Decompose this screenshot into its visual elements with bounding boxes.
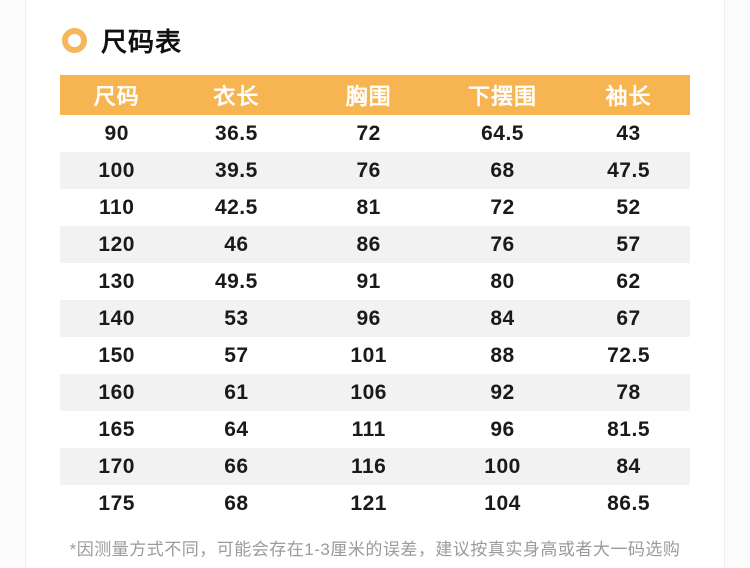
table-cell: 57 <box>567 226 690 263</box>
table-row: 140 53 96 84 67 <box>60 300 690 337</box>
table-cell: 72.5 <box>607 343 650 367</box>
table-cell: 78 <box>567 374 690 411</box>
table-cell: 101 <box>350 343 387 367</box>
header-cell-garment-length: 衣长 <box>173 75 300 115</box>
table-cell: 111 <box>351 417 386 441</box>
table-cell: 110 <box>99 195 135 219</box>
table-cell: 100 <box>437 448 568 485</box>
table-cell: 86 <box>299 226 438 263</box>
table-cell: 84 <box>437 300 568 337</box>
page-title: 尺码表 <box>101 26 183 57</box>
table-cell: 160 <box>60 374 174 411</box>
table-cell: 68 <box>437 152 568 189</box>
header-cell-hem: 下摆围 <box>437 75 568 115</box>
table-cell: 81 <box>356 195 381 219</box>
header-row: 尺码 衣长 胸围 下摆围 袖长 <box>60 75 690 115</box>
table-cell: 140 <box>60 300 174 337</box>
table-cell: 52 <box>616 195 641 219</box>
table-cell: 66 <box>173 448 300 485</box>
table-cell: 165 <box>98 417 135 441</box>
size-table: 尺码 衣长 胸围 下摆围 袖长 90 36.5 72 64.5 43 100 39.5 76 6… <box>60 75 690 522</box>
table-row: 150 57 101 88 72.5 <box>60 337 690 374</box>
section-title-row: 尺码表 <box>62 25 724 57</box>
table-cell: 130 <box>98 269 135 293</box>
table-cell: 175 <box>98 491 135 515</box>
header-cell-size: 尺码 <box>60 75 174 115</box>
table-cell: 90 <box>104 121 129 145</box>
table-row: 170 66 116 100 84 <box>60 448 690 485</box>
table-row: 165 64 111 96 81.5 <box>60 411 690 448</box>
table-cell: 72 <box>356 121 381 145</box>
table-cell: 57 <box>224 343 249 367</box>
table-cell: 68 <box>224 491 249 515</box>
header-cell-chest: 胸围 <box>299 75 438 115</box>
header-cell-sleeve: 袖长 <box>567 75 690 115</box>
table-cell: 76 <box>299 152 438 189</box>
table-row: 110 42.5 81 72 52 <box>60 189 690 226</box>
size-table-body: 90 36.5 72 64.5 43 100 39.5 76 68 47.5 110 42.5 81 72… <box>60 115 690 522</box>
table-cell: 150 <box>98 343 135 367</box>
table-cell: 47.5 <box>567 152 690 189</box>
table-row: 100 39.5 76 68 47.5 <box>60 152 690 189</box>
table-row: 175 68 121 104 86.5 <box>60 485 690 522</box>
size-chart-section: 尺码表 尺码 衣长 胸围 下摆围 袖长 90 36.5 72 64.5 43 100 39.… <box>25 0 725 568</box>
table-cell: 36.5 <box>214 121 258 145</box>
size-table-header: 尺码 衣长 胸围 下摆围 袖长 <box>60 75 690 115</box>
table-cell: 84 <box>567 448 690 485</box>
table-cell: 96 <box>299 300 438 337</box>
table-cell: 76 <box>437 226 568 263</box>
table-cell: 42.5 <box>214 195 258 219</box>
table-cell: 46 <box>173 226 300 263</box>
table-cell: 61 <box>173 374 300 411</box>
table-row: 130 49.5 91 80 62 <box>60 263 690 300</box>
table-cell: 86.5 <box>607 491 650 515</box>
table-cell: 92 <box>437 374 568 411</box>
table-cell: 116 <box>299 448 438 485</box>
table-cell: 106 <box>299 374 438 411</box>
table-cell: 39.5 <box>173 152 300 189</box>
table-cell: 120 <box>60 226 174 263</box>
table-cell: 88 <box>490 343 515 367</box>
table-cell: 100 <box>60 152 174 189</box>
table-cell: 64.5 <box>481 121 524 145</box>
table-cell: 96 <box>490 417 515 441</box>
ring-bullet-icon <box>62 27 87 53</box>
table-row: 90 36.5 72 64.5 43 <box>60 115 690 152</box>
table-cell: 104 <box>484 491 521 515</box>
table-row: 120 46 86 76 57 <box>60 226 690 263</box>
table-cell: 121 <box>350 491 387 515</box>
table-cell: 49.5 <box>214 269 258 293</box>
measurement-note: *因测量方式不同，可能会存在1-3厘米的误差，建议按真实身高或者大一码选购 <box>69 540 681 559</box>
table-cell: 72 <box>490 195 515 219</box>
table-cell: 62 <box>616 269 641 293</box>
table-cell: 64 <box>224 417 249 441</box>
table-cell: 91 <box>356 269 381 293</box>
table-cell: 170 <box>60 448 174 485</box>
table-cell: 67 <box>567 300 690 337</box>
table-cell: 80 <box>490 269 515 293</box>
table-cell: 53 <box>173 300 300 337</box>
table-cell: 43 <box>616 121 641 145</box>
table-row: 160 61 106 92 78 <box>60 374 690 411</box>
table-cell: 81.5 <box>607 417 650 441</box>
